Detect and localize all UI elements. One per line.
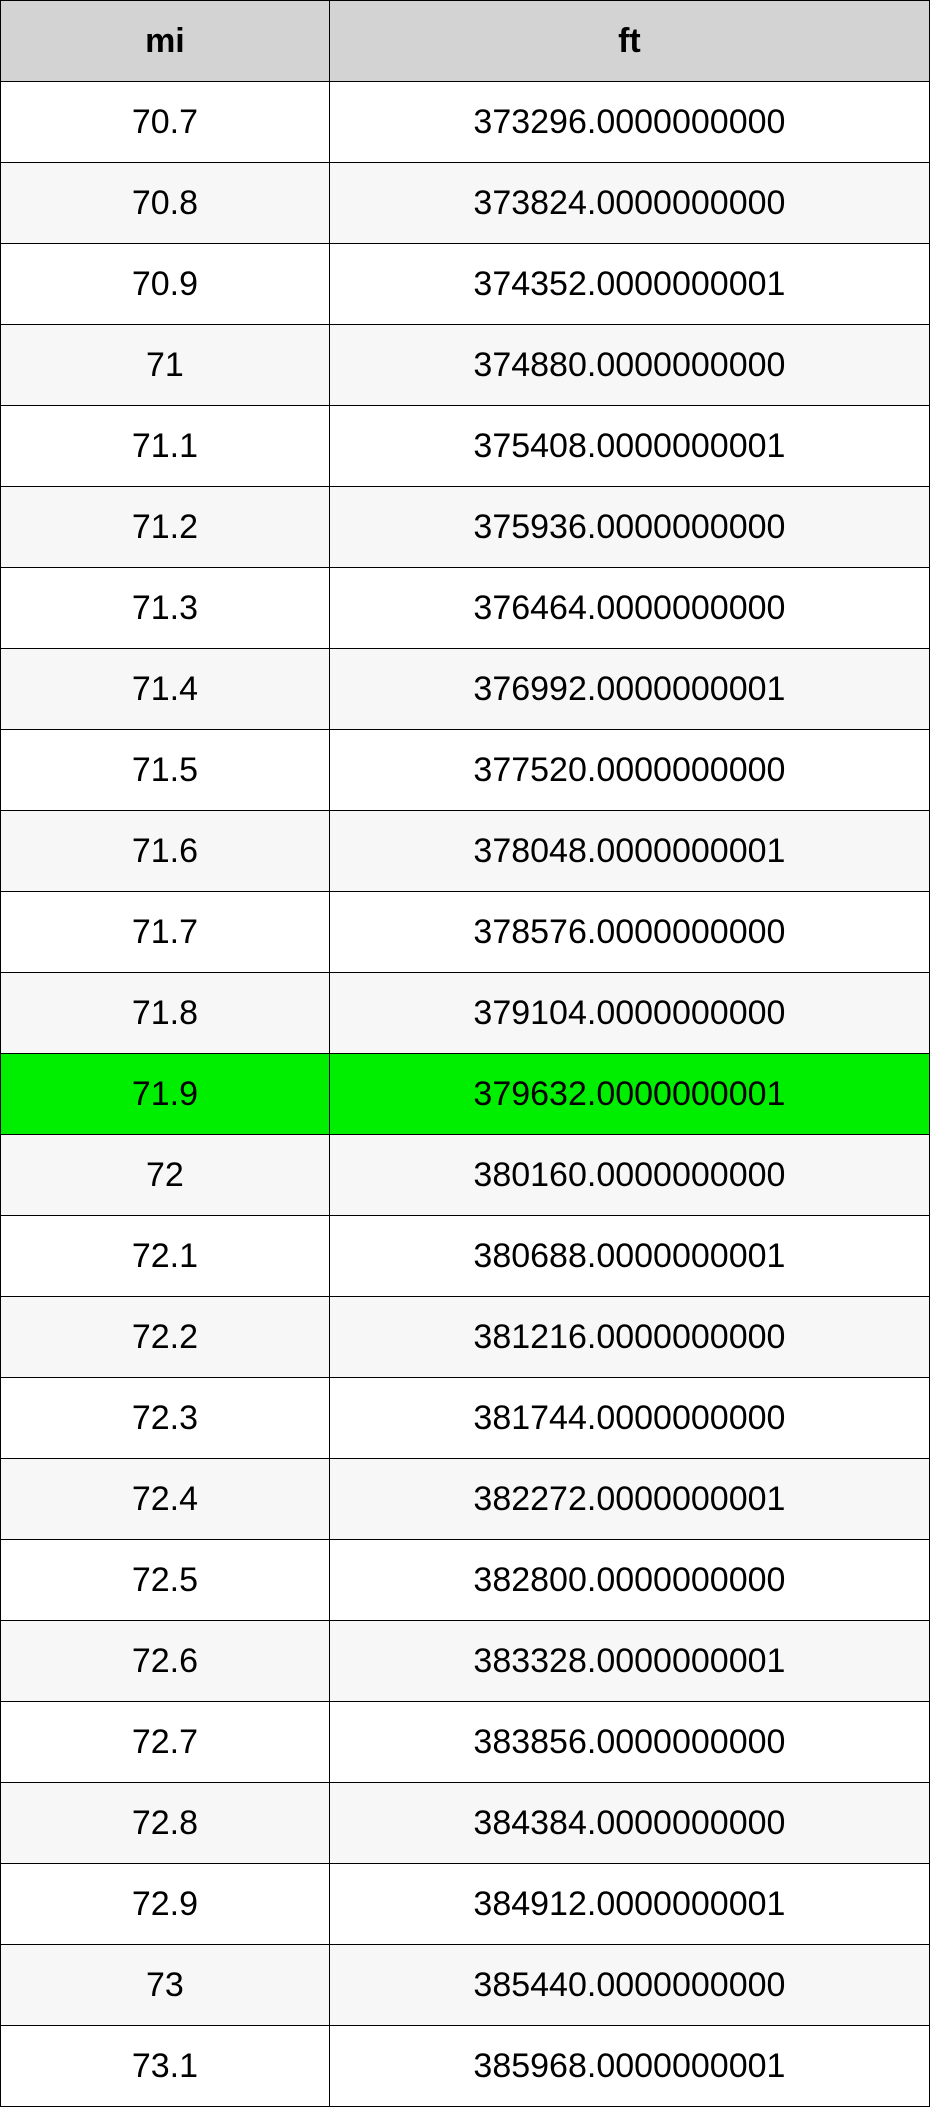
table-row: 73385440.0000000000 (1, 1945, 930, 2026)
cell-ft: 380688.0000000001 (329, 1216, 929, 1297)
table-row: 72380160.0000000000 (1, 1135, 930, 1216)
column-header-ft: ft (329, 1, 929, 82)
table-row: 72.1380688.0000000001 (1, 1216, 930, 1297)
cell-ft: 376992.0000000001 (329, 649, 929, 730)
table-row: 71.8379104.0000000000 (1, 973, 930, 1054)
cell-mi: 72.7 (1, 1702, 330, 1783)
cell-mi: 71.1 (1, 406, 330, 487)
cell-ft: 373824.0000000000 (329, 163, 929, 244)
cell-mi: 73.1 (1, 2026, 330, 2107)
table-row: 71.5377520.0000000000 (1, 730, 930, 811)
table-row: 71.4376992.0000000001 (1, 649, 930, 730)
cell-mi: 71.5 (1, 730, 330, 811)
cell-mi: 71.6 (1, 811, 330, 892)
table-row: 71.3376464.0000000000 (1, 568, 930, 649)
table-row: 70.7373296.0000000000 (1, 82, 930, 163)
cell-ft: 385968.0000000001 (329, 2026, 929, 2107)
table-row: 71.6378048.0000000001 (1, 811, 930, 892)
cell-mi: 70.8 (1, 163, 330, 244)
cell-ft: 381216.0000000000 (329, 1297, 929, 1378)
table-header-row: mi ft (1, 1, 930, 82)
cell-mi: 71 (1, 325, 330, 406)
cell-mi: 73 (1, 1945, 330, 2026)
cell-ft: 378048.0000000001 (329, 811, 929, 892)
table-row: 72.7383856.0000000000 (1, 1702, 930, 1783)
table-row: 71.2375936.0000000000 (1, 487, 930, 568)
table-row: 71.1375408.0000000001 (1, 406, 930, 487)
table-row: 70.9374352.0000000001 (1, 244, 930, 325)
cell-ft: 383856.0000000000 (329, 1702, 929, 1783)
cell-mi: 70.9 (1, 244, 330, 325)
cell-mi: 71.9 (1, 1054, 330, 1135)
table-row: 72.6383328.0000000001 (1, 1621, 930, 1702)
cell-ft: 381744.0000000000 (329, 1378, 929, 1459)
cell-ft: 373296.0000000000 (329, 82, 929, 163)
table-row: 72.3381744.0000000000 (1, 1378, 930, 1459)
cell-mi: 71.2 (1, 487, 330, 568)
table-row: 72.5382800.0000000000 (1, 1540, 930, 1621)
conversion-table-container: mi ft 70.7373296.000000000070.8373824.00… (0, 0, 930, 2107)
cell-mi: 72.2 (1, 1297, 330, 1378)
cell-mi: 72.9 (1, 1864, 330, 1945)
cell-ft: 382800.0000000000 (329, 1540, 929, 1621)
cell-mi: 72.3 (1, 1378, 330, 1459)
table-row: 72.4382272.0000000001 (1, 1459, 930, 1540)
cell-ft: 379104.0000000000 (329, 973, 929, 1054)
cell-ft: 378576.0000000000 (329, 892, 929, 973)
cell-mi: 72 (1, 1135, 330, 1216)
cell-mi: 71.7 (1, 892, 330, 973)
table-row: 73.1385968.0000000001 (1, 2026, 930, 2107)
cell-ft: 384912.0000000001 (329, 1864, 929, 1945)
cell-mi: 72.4 (1, 1459, 330, 1540)
cell-ft: 374880.0000000000 (329, 325, 929, 406)
cell-ft: 380160.0000000000 (329, 1135, 929, 1216)
cell-mi: 71.3 (1, 568, 330, 649)
cell-ft: 375936.0000000000 (329, 487, 929, 568)
table-row: 72.8384384.0000000000 (1, 1783, 930, 1864)
cell-ft: 379632.0000000001 (329, 1054, 929, 1135)
column-header-mi: mi (1, 1, 330, 82)
table-row: 70.8373824.0000000000 (1, 163, 930, 244)
table-row: 71.9379632.0000000001 (1, 1054, 930, 1135)
cell-ft: 375408.0000000001 (329, 406, 929, 487)
cell-ft: 374352.0000000001 (329, 244, 929, 325)
cell-ft: 382272.0000000001 (329, 1459, 929, 1540)
table-body: 70.7373296.000000000070.8373824.00000000… (1, 82, 930, 2107)
cell-mi: 70.7 (1, 82, 330, 163)
conversion-table: mi ft 70.7373296.000000000070.8373824.00… (0, 0, 930, 2107)
cell-ft: 377520.0000000000 (329, 730, 929, 811)
table-row: 71.7378576.0000000000 (1, 892, 930, 973)
cell-mi: 71.8 (1, 973, 330, 1054)
cell-mi: 72.6 (1, 1621, 330, 1702)
cell-mi: 72.1 (1, 1216, 330, 1297)
cell-mi: 71.4 (1, 649, 330, 730)
cell-ft: 385440.0000000000 (329, 1945, 929, 2026)
table-row: 71374880.0000000000 (1, 325, 930, 406)
cell-ft: 376464.0000000000 (329, 568, 929, 649)
table-row: 72.2381216.0000000000 (1, 1297, 930, 1378)
table-row: 72.9384912.0000000001 (1, 1864, 930, 1945)
cell-ft: 384384.0000000000 (329, 1783, 929, 1864)
cell-mi: 72.8 (1, 1783, 330, 1864)
cell-ft: 383328.0000000001 (329, 1621, 929, 1702)
cell-mi: 72.5 (1, 1540, 330, 1621)
